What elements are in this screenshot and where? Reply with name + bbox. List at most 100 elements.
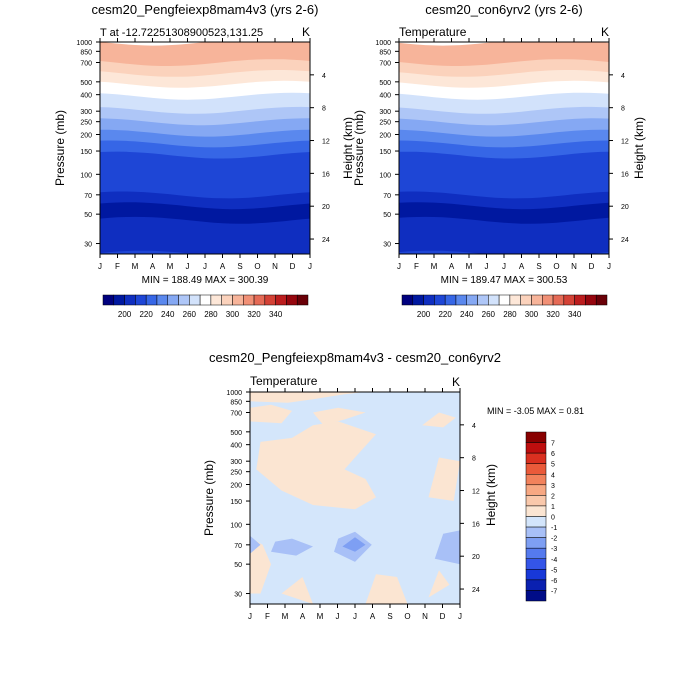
- x-tick-label: M: [282, 612, 289, 621]
- y-right-tick-label: 20: [621, 204, 629, 211]
- colorbar-label: 7: [551, 441, 555, 448]
- panel-left: cesm20_Pengfeiexp8mam4v3 (yrs 2-6) T at …: [53, 2, 355, 319]
- diff-negative-region: [250, 535, 261, 554]
- temperature-band: [100, 216, 310, 254]
- colorbar-label: 1: [551, 504, 555, 511]
- colorbar-label: 220: [438, 310, 452, 319]
- colorbar-label: -3: [551, 546, 557, 553]
- colorbar-label: 280: [204, 310, 218, 319]
- y-right-tick-label: 16: [472, 521, 480, 528]
- panel-left-minmax: MIN = 188.49 MAX = 300.39: [142, 275, 269, 286]
- colorbar-cell: [412, 294, 424, 306]
- y-right-tick-label: 12: [472, 489, 480, 496]
- colorbar-cell: [199, 294, 212, 306]
- y-right-tick-label: 8: [322, 106, 326, 113]
- y-tick-label: 150: [379, 149, 391, 156]
- colorbar-cell: [221, 294, 233, 306]
- y-right-tick-label: 4: [472, 423, 476, 430]
- y-tick-label: 150: [80, 149, 92, 156]
- colorbar-cell: [525, 452, 547, 464]
- y-tick-label: 250: [80, 120, 92, 127]
- colorbar-label: 340: [568, 310, 582, 319]
- colorbar-cell: [434, 294, 446, 306]
- colorbar-cell: [401, 294, 414, 306]
- panel-right-plot: [399, 42, 609, 254]
- panel-left-plot: [100, 42, 310, 254]
- panel-left-title: cesm20_Pengfeiexp8mam4v3 (yrs 2-6): [92, 2, 319, 17]
- panel-left-subtitle: T at -12.72251308900523,131.25: [100, 27, 263, 39]
- colorbar-label: -2: [551, 536, 557, 543]
- x-tick-label: J: [98, 262, 102, 271]
- x-tick-label: F: [115, 262, 120, 271]
- colorbar-label: 200: [118, 310, 132, 319]
- panel-right-title: cesm20_con6yrv2 (yrs 2-6): [425, 2, 583, 17]
- diff-positive-region: [250, 404, 292, 424]
- colorbar-label: 240: [161, 310, 175, 319]
- x-tick-label: D: [589, 262, 595, 271]
- x-tick-label: S: [387, 612, 392, 621]
- x-tick-label: J: [203, 262, 207, 271]
- x-tick-label: J: [248, 612, 252, 621]
- x-tick-label: J: [308, 262, 312, 271]
- colorbar-cell: [167, 294, 179, 306]
- colorbar-cell: [520, 294, 532, 306]
- colorbar-cell: [275, 294, 287, 306]
- x-tick-label: O: [404, 612, 410, 621]
- panel-right: cesm20_con6yrv2 (yrs 2-6) Temperature K …: [352, 2, 646, 319]
- panel-right-units: K: [601, 25, 609, 39]
- x-tick-label: A: [150, 262, 156, 271]
- panel-left-units: K: [302, 25, 310, 39]
- y-right-tick-label: 8: [472, 456, 476, 463]
- x-tick-label: M: [132, 262, 139, 271]
- x-tick-label: M: [167, 262, 174, 271]
- diff-negative-core: [342, 537, 366, 552]
- y-right-tick-label: 8: [621, 106, 625, 113]
- temperature-band: [399, 250, 609, 254]
- y-tick-label: 300: [230, 459, 242, 466]
- y-tick-label: 400: [379, 93, 391, 100]
- temperature-band: [100, 250, 310, 254]
- panel-left-colorbar: 200 220 240 260 280 300 320 340: [102, 294, 309, 319]
- y-tick-label: 70: [234, 543, 242, 550]
- colorbar-cell: [531, 294, 543, 306]
- panel-right-minmax: MIN = 189.47 MAX = 300.53: [441, 275, 568, 286]
- y-tick-label: 30: [84, 242, 92, 249]
- x-tick-label: D: [440, 612, 446, 621]
- x-tick-label: M: [317, 612, 324, 621]
- colorbar-label: 0: [551, 515, 555, 522]
- x-tick-label: F: [265, 612, 270, 621]
- colorbar-cell: [525, 431, 547, 443]
- panel-diff-y-ticks: 30 50 70 100 150 200 250 300 400 500 700 850 1000: [226, 390, 250, 599]
- colorbar-cell: [525, 558, 547, 570]
- y-right-tick-label: 24: [322, 237, 330, 244]
- colorbar-cell: [509, 294, 521, 306]
- y-tick-label: 70: [383, 193, 391, 200]
- colorbar-cell: [525, 547, 547, 559]
- panel-left-ylabel-right: Height (km): [341, 117, 355, 179]
- y-right-tick-label: 24: [621, 237, 629, 244]
- y-tick-label: 850: [230, 399, 242, 406]
- colorbar-cell: [124, 294, 136, 306]
- x-tick-label: F: [414, 262, 419, 271]
- colorbar-cell: [243, 294, 255, 306]
- y-tick-label: 200: [379, 132, 391, 139]
- y-tick-label: 500: [80, 80, 92, 87]
- y-right-tick-label: 12: [322, 139, 330, 146]
- colorbar-cell: [574, 294, 586, 306]
- y-tick-label: 250: [379, 120, 391, 127]
- colorbar-label: -6: [551, 578, 557, 585]
- x-tick-label: M: [431, 262, 438, 271]
- panel-right-ylabel: Pressure (mb): [352, 110, 366, 186]
- y-tick-label: 30: [234, 592, 242, 599]
- y-tick-label: 50: [383, 212, 391, 219]
- y-tick-label: 30: [383, 242, 391, 249]
- colorbar-cell: [552, 294, 565, 306]
- y-tick-label: 1000: [226, 390, 242, 397]
- colorbar-cell: [135, 294, 147, 306]
- y-tick-label: 500: [379, 80, 391, 87]
- colorbar-cell: [444, 294, 457, 306]
- y-tick-label: 200: [80, 132, 92, 139]
